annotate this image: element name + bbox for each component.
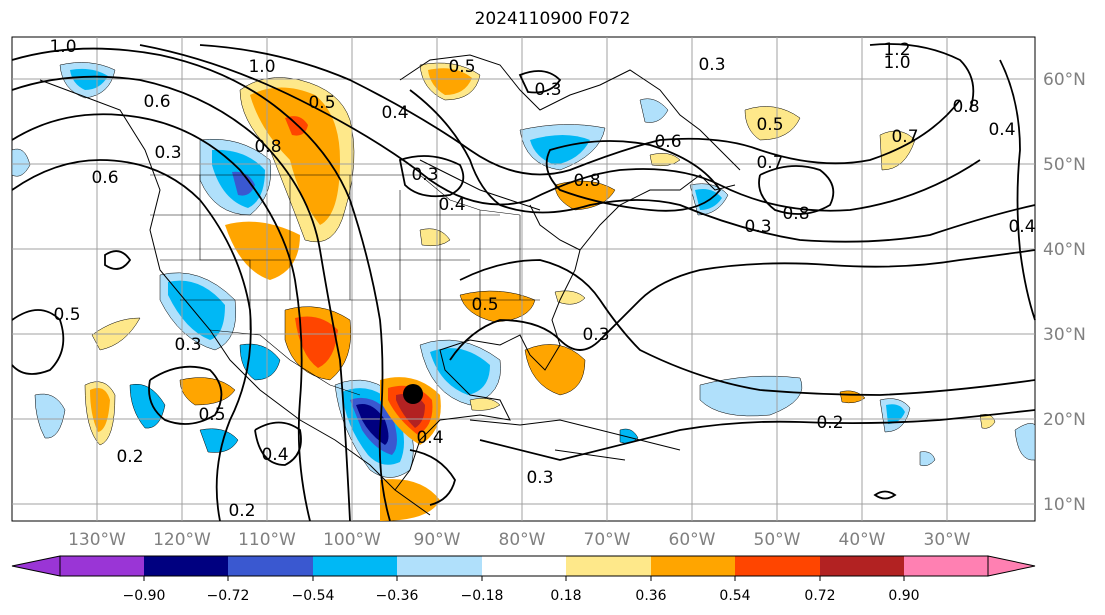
lon-label: 80°W <box>499 530 546 550</box>
colorbar-segment <box>651 556 735 576</box>
contour-label: 0.6 <box>143 92 170 112</box>
contour-label: 0.4 <box>381 103 408 123</box>
lon-label: 110°W <box>238 530 296 550</box>
graticule <box>12 37 1035 521</box>
colorbar-tick-label: −0.36 <box>376 588 419 604</box>
lon-label: 50°W <box>754 530 801 550</box>
contour-label: 0.3 <box>744 217 771 237</box>
contour-lines <box>11 43 1036 522</box>
colorbar-segment <box>60 556 144 576</box>
colorbar-segment <box>482 556 566 576</box>
colorbar-segment <box>228 556 313 576</box>
lon-label: 40°W <box>839 530 886 550</box>
contour-label: 0.4 <box>261 445 288 465</box>
contour-label: 0.6 <box>91 168 118 188</box>
colorbar-segment <box>904 556 988 576</box>
colorbar-tick-label: −0.18 <box>461 588 504 604</box>
lon-label: 100°W <box>323 530 381 550</box>
contour-label: 0.5 <box>756 115 783 135</box>
colorbar-extend-min <box>11 555 61 577</box>
colorbar-tick-label: −0.54 <box>292 588 335 604</box>
colorbar-segment <box>820 556 904 576</box>
contour-label: 1.0 <box>49 37 76 57</box>
contour-label: 0.5 <box>198 405 225 425</box>
contour-label: 0.8 <box>782 204 809 224</box>
lon-label: 130°W <box>68 530 126 550</box>
lat-label: 30°N <box>1043 325 1086 345</box>
colorbar-segment <box>313 556 397 576</box>
colorbar-tick-label: 0.18 <box>550 588 581 604</box>
contour-label: 0.3 <box>174 335 201 355</box>
storm-center-marker <box>403 384 423 404</box>
map-title: 2024110900 F072 <box>474 9 631 29</box>
contour-label: 1.0 <box>248 57 275 77</box>
borders <box>150 174 540 396</box>
contour-label: 1.2 <box>883 40 910 60</box>
colorbar-tick-label: 0.36 <box>635 588 666 604</box>
colorbar-tick-label: 0.72 <box>804 588 835 604</box>
lon-label: 60°W <box>669 530 716 550</box>
contour-label: 0.3 <box>698 55 725 75</box>
colorbar-segment <box>566 556 651 576</box>
contour-label: 0.8 <box>254 137 281 157</box>
lat-label: 10°N <box>1043 495 1086 515</box>
contour-label: 0.4 <box>438 195 465 215</box>
contour-label: 0.4 <box>1008 217 1035 237</box>
colorbar-tick-label: −0.72 <box>207 588 250 604</box>
contour-label: 0.5 <box>53 305 80 325</box>
colorbar-segment <box>397 556 482 576</box>
contour-label: 0.5 <box>471 295 498 315</box>
contour-label: 0.5 <box>448 57 475 77</box>
lon-label: 70°W <box>584 530 631 550</box>
contour-label: 0.8 <box>573 171 600 191</box>
contour-label: 0.6 <box>654 132 681 152</box>
coastlines <box>39 54 741 516</box>
colorbar-segment <box>144 556 228 576</box>
colorbar-tick-label: −0.90 <box>123 588 166 604</box>
contour-label: 0.2 <box>116 447 143 467</box>
contour-label: 0.2 <box>816 413 843 433</box>
latitude-labels: 60°N 50°N 40°N 30°N 20°N 10°N <box>1043 70 1086 515</box>
contour-label: 0.3 <box>582 325 609 345</box>
lon-label: 30°W <box>924 530 971 550</box>
contour-label: 0.5 <box>308 93 335 113</box>
lat-label: 20°N <box>1043 410 1086 430</box>
contour-label: 0.3 <box>154 143 181 163</box>
lat-label: 40°N <box>1043 240 1086 260</box>
contour-label-group: 1.0 1.0 0.6 0.6 0.3 0.5 0.4 0.8 0.3 0.3 … <box>49 37 1035 521</box>
contour-label: 0.8 <box>952 97 979 117</box>
colorbar: −0.90 −0.72 −0.54 −0.36 −0.18 0.18 0.36 … <box>11 555 1036 604</box>
contour-label: 0.7 <box>756 153 783 173</box>
colorbar-tick-label: 0.54 <box>719 588 750 604</box>
contour-label: 0.3 <box>534 80 561 100</box>
contour-label: 0.3 <box>526 468 553 488</box>
longitude-labels: 130°W 120°W 110°W 100°W 90°W 80°W 70°W 6… <box>68 530 971 550</box>
contour-label: 1.0 <box>883 53 910 73</box>
map-panel: 1.0 1.0 0.6 0.6 0.3 0.5 0.4 0.8 0.3 0.3 … <box>11 36 1036 522</box>
contour-label: 0.4 <box>416 428 443 448</box>
lat-label: 60°N <box>1043 70 1086 90</box>
lon-label: 90°W <box>414 530 461 550</box>
colorbar-tick-label: 0.90 <box>888 588 919 604</box>
contour-label: 0.2 <box>228 501 255 521</box>
lat-label: 50°N <box>1043 155 1086 175</box>
lon-label: 120°W <box>153 530 211 550</box>
colorbar-extend-max <box>987 555 1036 577</box>
contour-label: 0.3 <box>411 165 438 185</box>
contour-label: 0.4 <box>988 120 1015 140</box>
contour-label: 0.7 <box>891 127 918 147</box>
colorbar-segment <box>735 556 820 576</box>
